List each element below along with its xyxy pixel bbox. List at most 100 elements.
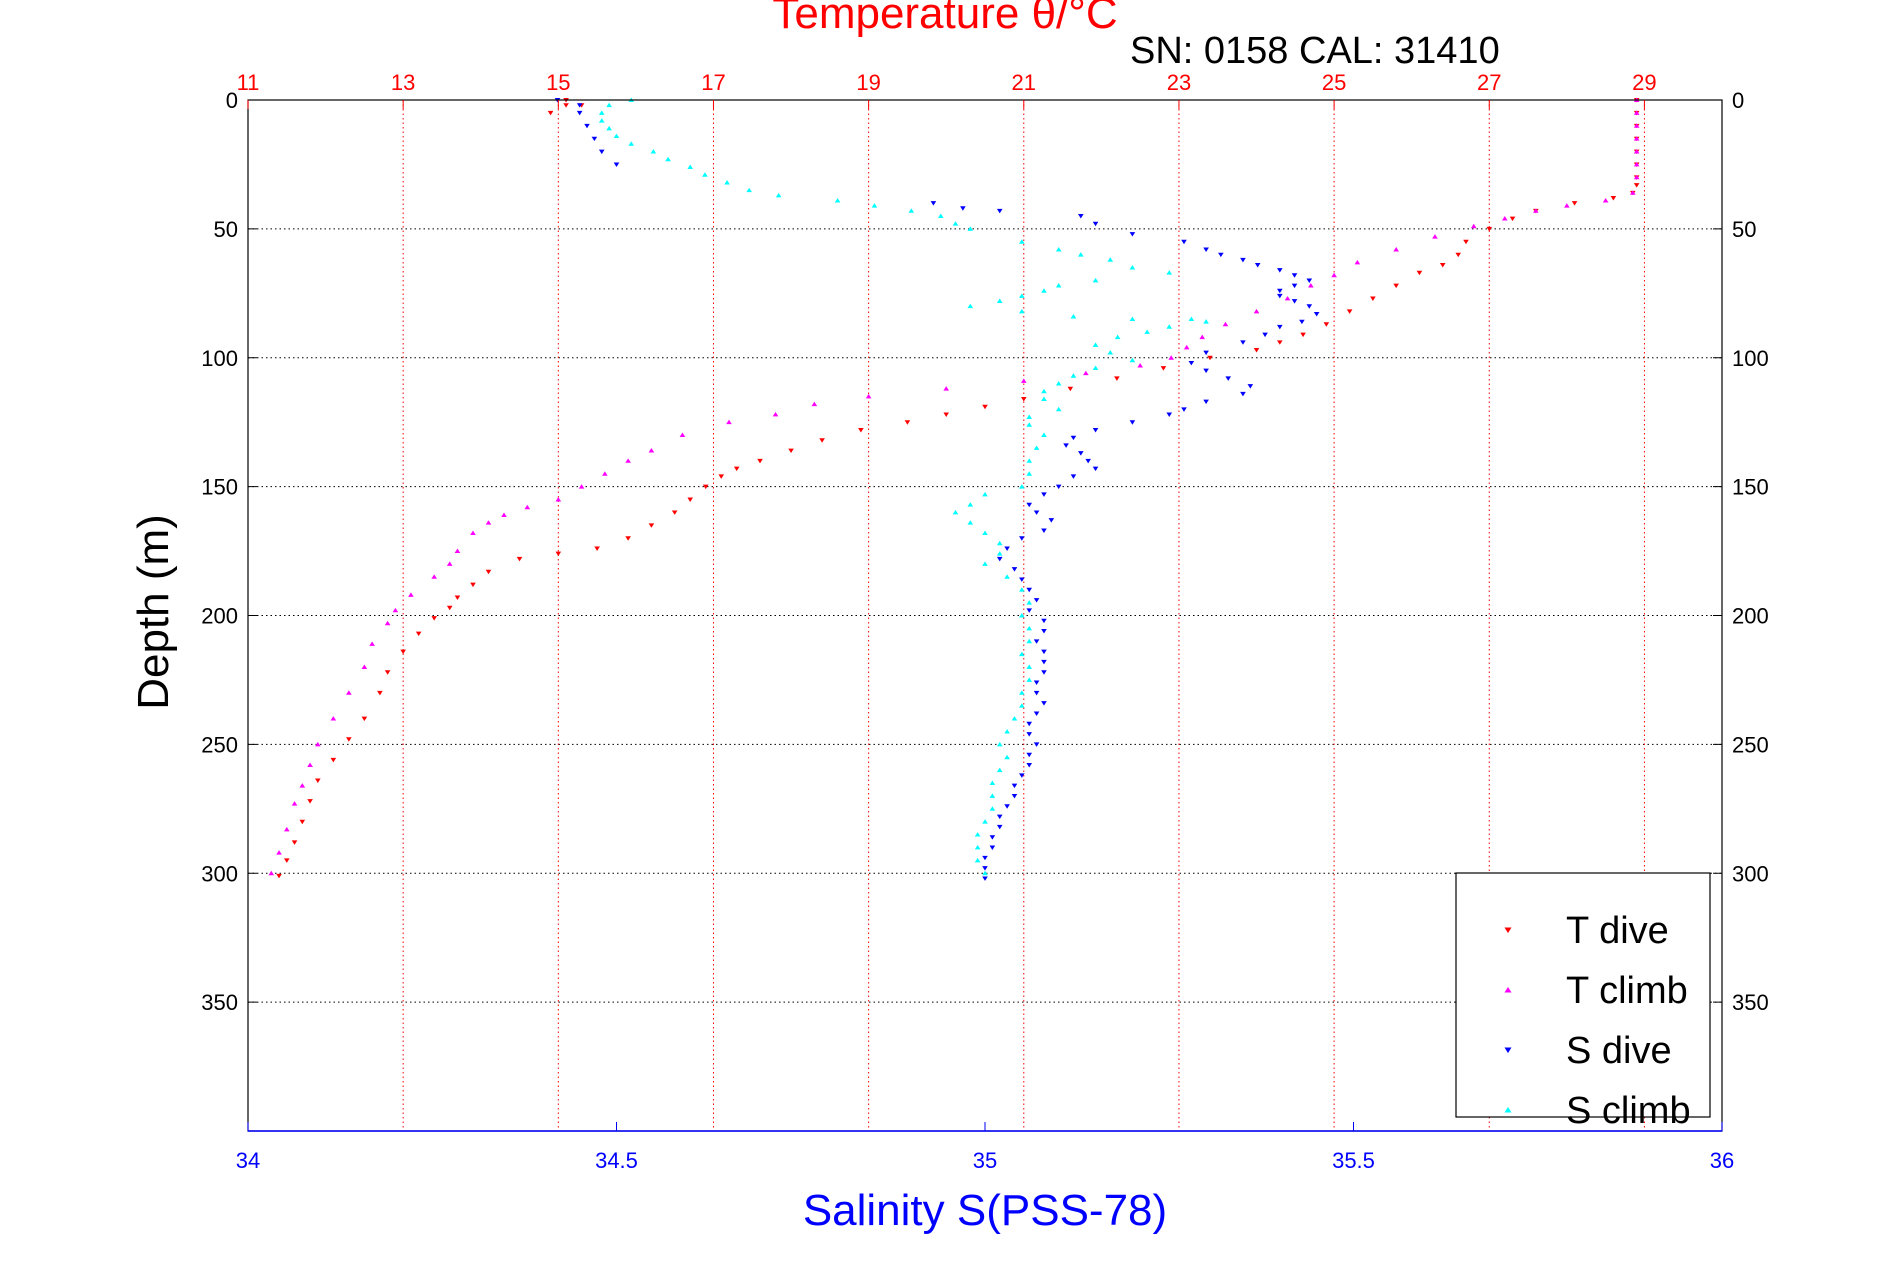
point-s-climb	[1026, 414, 1033, 419]
point-t-climb	[291, 801, 298, 806]
point-s-climb	[1026, 638, 1033, 644]
point-t-dive	[702, 484, 709, 490]
point-t-climb	[1183, 344, 1190, 350]
point-s-dive	[1041, 649, 1047, 655]
point-t-dive	[400, 649, 406, 655]
point-t-dive	[1633, 183, 1640, 188]
point-t-dive	[330, 757, 337, 763]
point-s-dive	[996, 556, 1003, 562]
point-t-climb	[1564, 203, 1570, 208]
point-t-climb	[1633, 123, 1640, 128]
point-s-climb	[967, 502, 974, 507]
point-s-climb	[1026, 422, 1033, 427]
point-s-climb	[937, 213, 944, 218]
y-tick-label-right: 200	[1732, 604, 1769, 629]
y-tick-label-left: 50	[214, 217, 238, 242]
point-s-climb	[871, 203, 878, 208]
point-s-climb	[1092, 342, 1099, 347]
point-s-climb	[1019, 308, 1025, 314]
y-tick-label-left: 100	[201, 346, 238, 371]
point-t-dive	[1346, 309, 1353, 314]
point-s-climb	[974, 857, 981, 863]
point-s-dive	[1203, 350, 1209, 356]
point-s-dive	[989, 835, 996, 840]
legend-box	[1455, 872, 1711, 1118]
point-s-climb	[996, 767, 1003, 773]
point-t-dive	[1416, 270, 1423, 276]
point-t-climb	[943, 386, 950, 391]
point-t-dive	[1509, 216, 1516, 222]
point-s-dive	[1078, 214, 1084, 219]
point-t-dive	[1610, 195, 1617, 201]
point-s-climb	[1055, 246, 1062, 252]
point-s-climb	[613, 133, 620, 139]
point-s-climb	[1041, 288, 1047, 293]
point-s-climb	[908, 208, 915, 213]
point-t-climb	[346, 690, 352, 695]
point-s-climb	[967, 226, 974, 231]
point-s-dive	[1240, 257, 1246, 263]
point-s-climb	[1055, 283, 1062, 288]
point-t-dive	[1253, 348, 1260, 353]
y-tick-label-left: 0	[226, 88, 238, 113]
point-s-climb	[1019, 587, 1025, 592]
point-t-climb	[1633, 136, 1640, 141]
point-s-climb	[1026, 625, 1033, 631]
point-t-dive	[1370, 296, 1376, 301]
point-s-climb	[1019, 484, 1025, 489]
x-top-tick-label: 29	[1632, 70, 1656, 95]
point-t-dive	[1486, 226, 1493, 232]
point-s-dive	[1033, 680, 1040, 686]
point-t-climb	[602, 471, 608, 476]
point-s-dive	[1026, 502, 1033, 508]
point-t-dive	[446, 605, 453, 611]
y-tick-label-left: 150	[201, 475, 238, 500]
point-s-dive	[1240, 340, 1246, 345]
point-s-climb	[1019, 293, 1025, 298]
point-t-dive	[315, 778, 321, 783]
point-t-dive	[283, 858, 290, 863]
point-t-dive	[858, 427, 864, 433]
point-s-dive	[1041, 659, 1047, 665]
point-t-climb	[726, 419, 732, 425]
point-s-dive	[1092, 221, 1099, 227]
point-s-dive	[1078, 451, 1084, 456]
point-s-dive	[1026, 608, 1033, 613]
point-t-dive	[346, 737, 352, 742]
x-bottom-tick-label: 34	[236, 1148, 260, 1173]
point-s-dive	[1277, 324, 1283, 330]
point-s-dive	[1041, 528, 1047, 533]
y-tick-label-right: 0	[1732, 88, 1744, 113]
point-s-dive	[960, 206, 966, 211]
point-s-climb	[1041, 432, 1047, 438]
point-t-dive	[1160, 366, 1167, 371]
point-s-climb	[650, 149, 657, 154]
legend-label-t-dive: T dive	[1566, 910, 1669, 952]
point-t-dive	[648, 523, 655, 528]
point-s-dive	[1033, 598, 1040, 603]
x-bottom-tick-label: 36	[1710, 1148, 1734, 1173]
legend-marker-t-dive	[1504, 927, 1512, 934]
point-s-climb	[982, 870, 988, 876]
point-t-climb	[1470, 223, 1477, 229]
point-s-dive	[613, 162, 620, 167]
point-s-dive	[1092, 466, 1099, 472]
point-s-dive	[1041, 670, 1047, 675]
y-tick-label-right: 350	[1732, 990, 1769, 1015]
point-s-climb	[1129, 265, 1136, 270]
point-s-dive	[576, 110, 583, 116]
point-s-dive	[1011, 793, 1018, 799]
point-t-climb	[1284, 295, 1291, 301]
point-s-dive	[1019, 577, 1025, 582]
point-s-climb	[1026, 677, 1033, 682]
point-t-dive	[819, 438, 825, 443]
point-t-dive	[718, 474, 725, 479]
y-tick-label-right: 100	[1732, 346, 1769, 371]
point-s-dive	[989, 845, 996, 850]
point-s-dive	[1055, 484, 1062, 490]
point-t-dive	[454, 595, 461, 600]
point-s-dive	[1070, 474, 1077, 479]
point-s-climb	[974, 844, 981, 850]
point-s-dive	[1004, 546, 1010, 552]
